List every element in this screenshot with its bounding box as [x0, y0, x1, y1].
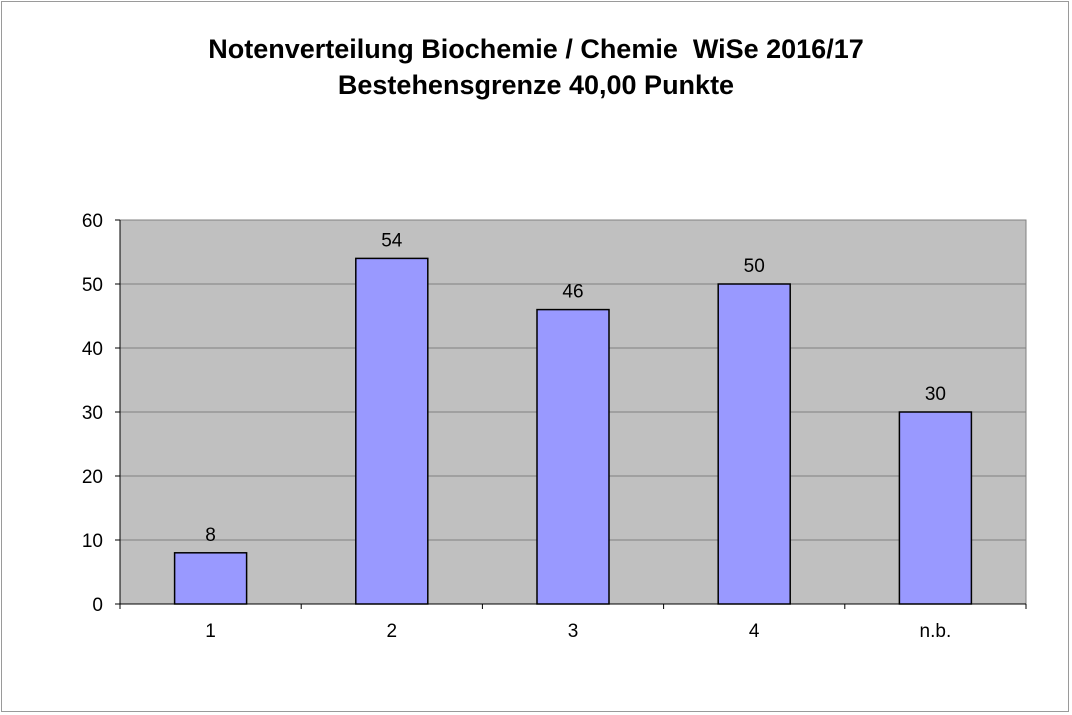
data-label: 8	[205, 525, 216, 546]
data-label: 30	[925, 384, 946, 405]
x-tick-label: 4	[749, 621, 760, 642]
y-tick-label: 0	[92, 595, 103, 616]
x-tick-label: 1	[205, 621, 216, 642]
bar	[898, 411, 973, 605]
chart-title: Notenverteilung Biochemie / Chemie WiSe …	[208, 34, 864, 64]
data-label: 50	[744, 256, 765, 277]
x-tick-label: n.b.	[920, 621, 952, 642]
bar	[717, 283, 791, 605]
data-label: 54	[381, 230, 403, 251]
y-tick-label: 30	[82, 403, 103, 424]
x-tick-label: 2	[387, 621, 398, 642]
y-tick-label: 50	[82, 275, 103, 296]
chart-subtitle: Bestehensgrenze 40,00 Punkte	[337, 70, 735, 100]
y-tick-label: 60	[82, 211, 103, 232]
y-tick-label: 40	[82, 339, 103, 360]
data-label: 46	[562, 282, 583, 303]
bar	[536, 308, 610, 605]
x-tick-label: 3	[568, 621, 579, 642]
bar	[173, 552, 248, 605]
bar	[355, 257, 429, 605]
y-tick-label: 20	[82, 467, 103, 488]
y-tick-label: 10	[82, 531, 103, 552]
